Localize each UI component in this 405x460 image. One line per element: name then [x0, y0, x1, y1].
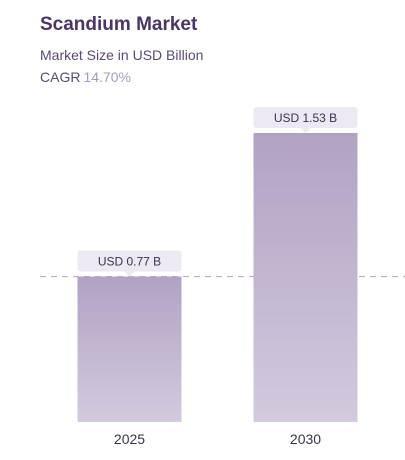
bar-2030	[253, 133, 358, 422]
x-tick-2030: 2030	[290, 431, 321, 447]
data-label-bg-2030	[253, 107, 358, 128]
data-label-pointer-2030	[300, 128, 311, 133]
cagr-label: CAGR	[40, 69, 81, 85]
x-tick-2025: 2025	[114, 431, 145, 447]
cagr-line: CAGR 14.70%	[40, 69, 131, 85]
chart-title: Scandium Market	[40, 14, 198, 35]
chart-subtitle: Market Size in USD Billion	[40, 47, 204, 63]
data-label-bg-2025	[77, 250, 182, 272]
data-label-pointer-2025	[124, 271, 135, 277]
bar-2025	[77, 276, 182, 422]
data-label-2030: USD 1.53 B	[274, 111, 337, 125]
data-label-2025: USD 0.77 B	[98, 255, 161, 269]
cagr-value: 14.70%	[83, 69, 131, 85]
